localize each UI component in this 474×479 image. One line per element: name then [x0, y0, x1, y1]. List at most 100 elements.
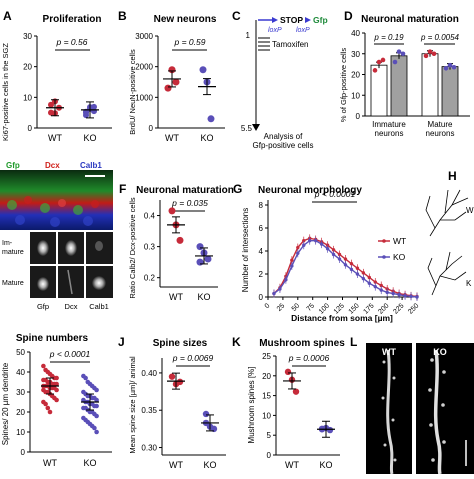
panel-letter: J [118, 335, 125, 349]
category-label-ko: KO [83, 133, 96, 143]
y-tick-label: 40 [16, 368, 25, 377]
data-point-wt [379, 283, 383, 288]
data-point-ko [284, 278, 288, 282]
data-point-ko [443, 65, 449, 71]
data-point-ko [94, 429, 99, 435]
panel-letter: A [3, 9, 12, 23]
y-tick-label: 4 [259, 247, 264, 256]
loxp-label: loxP [268, 27, 282, 34]
panel-letter: F [119, 182, 126, 196]
y-tick-label: 5 [267, 431, 272, 440]
data-point-ko [331, 252, 336, 257]
panel-title: Mushroom spines [259, 338, 345, 349]
data-point-wt [54, 375, 59, 381]
p-value: p = 0.59 [174, 37, 206, 47]
data-point-wt [168, 207, 176, 215]
y-tick-label: 0.35 [141, 406, 157, 415]
legend-label-wt: WT [393, 236, 406, 246]
data-point-ko [349, 267, 354, 272]
panel-letter: D [344, 9, 353, 23]
y-tick-label: 10 [351, 91, 360, 100]
y-tick-label: 20 [351, 71, 360, 80]
data-point-ko [196, 243, 204, 251]
panel-title: Neuronal maturation [361, 14, 459, 25]
data-point-wt [296, 245, 300, 250]
data-point-wt [45, 405, 51, 411]
y-tick-label: 6 [259, 224, 264, 233]
data-point-wt [355, 266, 360, 270]
category-label-wt: WT [285, 460, 299, 470]
data-point-ko [290, 264, 294, 268]
data-point-ko [83, 375, 88, 381]
category-label-ko: KO [197, 292, 210, 302]
y-tick-label: 50 [16, 348, 25, 357]
data-point-ko [379, 288, 383, 292]
data-point-ko [272, 291, 276, 296]
data-point-ko [392, 59, 398, 65]
row-label: Im- [2, 240, 13, 247]
p-value: p = 0.0069 [172, 353, 214, 363]
panel-g: G Neuronal morphology Number of intersec… [233, 182, 420, 323]
data-point-ko [326, 426, 334, 434]
data-point-wt [431, 51, 437, 57]
category-label-wt: WT [165, 133, 179, 143]
neuron-tracing-wt [425, 189, 469, 237]
data-point-wt [423, 53, 429, 59]
panel-e: Gfp Dcx Calb1 Im- mature Mature Gfp Dcx … [0, 161, 113, 311]
neuron-label: K [466, 279, 472, 288]
row-label: Mature [2, 280, 24, 287]
data-point-ko [278, 287, 282, 291]
data-point-ko [447, 62, 453, 68]
analysis-label: Analysis of [264, 132, 303, 141]
y-axis-label: Ki67-positive cells in the SGZ [1, 43, 10, 141]
data-point-wt [48, 101, 54, 108]
data-point-ko [91, 103, 97, 110]
y-tick-label: 0 [28, 124, 33, 133]
p-value: p < 0.0001 [314, 189, 356, 199]
y-tick-label: 20 [262, 372, 271, 381]
data-point-ko [94, 387, 99, 393]
panel-d: D Neuronal maturation % of Gfp-positive … [339, 9, 470, 138]
panel-l: L WT KO [350, 335, 474, 475]
p-value: p = 0.035 [171, 198, 208, 208]
stop-label: STOP [280, 15, 303, 25]
y-axis-label: BrdU/ NeuN-positive cells [128, 49, 137, 135]
loxp-arrow-icon [305, 17, 311, 23]
panel-title: Spine sizes [153, 338, 208, 349]
data-point-wt [54, 397, 59, 403]
data-point-ko [385, 290, 389, 295]
column-label: Dcx [65, 302, 78, 311]
time-tick-start: 1 [246, 31, 251, 40]
channel-label-calb1: Calb1 [80, 161, 102, 170]
p-value: p = 0.0006 [288, 353, 330, 363]
category-label-wt: WT [169, 460, 183, 470]
panel-letter: B [118, 9, 127, 23]
panel-i: Spine numbers Spines/ 20 µm dendrite 50 4… [1, 333, 112, 468]
timeline-arrow [252, 124, 260, 131]
data-point-ko [207, 115, 215, 123]
data-point-ko [204, 255, 212, 263]
data-point-wt [427, 49, 433, 54]
group-label: Mature [428, 120, 453, 129]
x-axis-label: Distance from soma [µm] [291, 313, 393, 323]
bar-ko [441, 66, 459, 117]
data-point-ko [325, 247, 330, 251]
column-label: Gfp [37, 302, 49, 311]
panel-title: Neuronal maturation [136, 185, 234, 196]
y-tick-label: 0 [21, 448, 26, 457]
y-tick-label: 20 [23, 63, 32, 72]
data-point-wt [361, 271, 366, 275]
data-point-wt [290, 258, 294, 262]
panel-letter: C [232, 9, 241, 23]
y-tick-label: 40 [351, 29, 360, 38]
data-point-ko [343, 263, 348, 267]
y-tick-label: 0.4 [144, 212, 156, 221]
gfp-label: Gfp [313, 15, 328, 25]
panel-letter: L [350, 335, 357, 349]
y-tick-label: 30 [16, 388, 25, 397]
category-label-ko: KO [203, 460, 216, 470]
panel-letter: G [233, 182, 242, 196]
tamoxifen-label: Tamoxifen [272, 40, 308, 49]
panel-title: Spine numbers [16, 333, 89, 344]
data-point-wt [373, 280, 377, 284]
